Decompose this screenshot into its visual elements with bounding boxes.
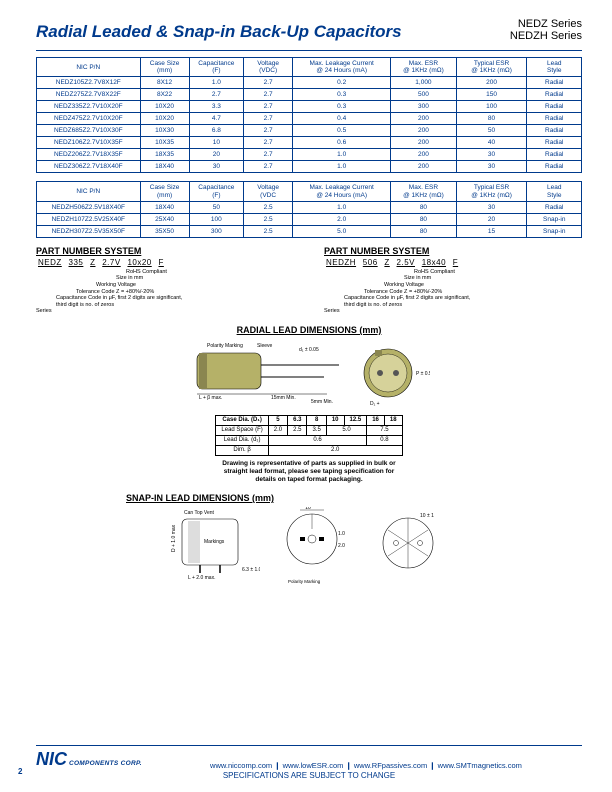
radial-dim-table: Case Dia. (D₁)56.381012.51618Lead Space …	[215, 415, 402, 456]
pns-notes-l: RoHS CompliantSize in mmWorking VoltageT…	[36, 269, 294, 315]
snap-side-drawing: Can Top Vent Markings D + 1.0 max L + 2.…	[170, 507, 260, 587]
page-number: 2	[18, 767, 22, 776]
snap-drawings: Can Top Vent Markings D + 1.0 max L + 2.…	[36, 507, 582, 587]
snap-top-drawing: 10 ± 1	[376, 507, 448, 587]
radial-side-drawing: Polarity Marking Sleeve d₁ ± 0.05 L + β …	[189, 339, 344, 411]
pns-left: PART NUMBER SYSTEM NEDZ 335 Z 2.7V 10x20…	[36, 246, 294, 315]
svg-text:D₁ +: D₁ +	[370, 401, 380, 407]
spec-table-1: NIC P/NCase Size(mm)Capacitance(F)Voltag…	[36, 57, 582, 173]
footer-sites: www.niccomp.com ❙ www.lowESR.com ❙ www.R…	[150, 761, 582, 770]
radial-end-drawing: P ± 0.5 D₁ +	[358, 339, 430, 411]
radial-title: RADIAL LEAD DIMENSIONS (mm)	[36, 325, 582, 335]
radial-note: Drawing is representative of parts as su…	[36, 460, 582, 483]
svg-text:D + 1.0 max: D + 1.0 max	[171, 525, 177, 553]
radial-drawings: Polarity Marking Sleeve d₁ ± 0.05 L + β …	[36, 339, 582, 411]
svg-text:Markings: Markings	[204, 539, 225, 545]
svg-text:2.0: 2.0	[338, 543, 345, 549]
pns-line-l: NEDZ 335 Z 2.7V 10x20 F	[36, 258, 294, 267]
logo: NIC	[36, 749, 67, 769]
svg-text:L + 2.0 max.: L + 2.0 max.	[188, 575, 215, 581]
pns-title-l: PART NUMBER SYSTEM	[36, 246, 294, 256]
svg-text:10 ± 1: 10 ± 1	[420, 513, 434, 519]
part-number-system: PART NUMBER SYSTEM NEDZ 335 Z 2.7V 10x20…	[36, 246, 582, 315]
pns-title-r: PART NUMBER SYSTEM	[324, 246, 582, 256]
svg-text:1.0: 1.0	[338, 531, 345, 537]
header-rule	[36, 50, 582, 51]
snap-bottom-drawing: 10 1.0 2.0 Polarity Marking	[274, 507, 362, 587]
spec-table-2: NIC P/NCase Size(mm)Capacitance(F)Voltag…	[36, 181, 582, 237]
pns-line-r: NEDZH 506 Z 2.5V 18x40 F	[324, 258, 582, 267]
logo-sub: COMPONENTS CORP.	[69, 760, 142, 767]
footer: NIC COMPONENTS CORP. www.niccomp.com ❙ w…	[36, 745, 582, 780]
series-block: NEDZ Series NEDZH Series	[510, 18, 582, 42]
svg-text:Sleeve: Sleeve	[257, 343, 273, 349]
svg-text:d₁ ± 0.05: d₁ ± 0.05	[299, 347, 319, 353]
svg-text:10: 10	[305, 507, 311, 511]
footer-spec-note: SPECIFICATIONS ARE SUBJECT TO CHANGE	[36, 771, 582, 780]
series-1: NEDZ Series	[510, 18, 582, 30]
svg-text:P ± 0.5: P ± 0.5	[416, 371, 430, 377]
series-2: NEDZH Series	[510, 30, 582, 42]
svg-text:Polarity Marking: Polarity Marking	[288, 579, 321, 584]
pns-notes-r: RoHS CompliantSize in mmWorking VoltageT…	[324, 269, 582, 315]
logo-block: NIC COMPONENTS CORP.	[36, 749, 142, 770]
page-title: Radial Leaded & Snap-in Back-Up Capacito…	[36, 22, 402, 42]
svg-text:Can Top Vent: Can Top Vent	[184, 510, 215, 516]
snap-title: SNAP-IN LEAD DIMENSIONS (mm)	[126, 493, 582, 503]
svg-text:15mm Min.: 15mm Min.	[271, 395, 296, 401]
svg-text:6.3 ± 1.0: 6.3 ± 1.0	[242, 567, 260, 573]
pns-right: PART NUMBER SYSTEM NEDZH 506 Z 2.5V 18x4…	[324, 246, 582, 315]
svg-text:5mm Min.: 5mm Min.	[311, 399, 333, 405]
header: Radial Leaded & Snap-in Back-Up Capacito…	[36, 18, 582, 42]
svg-text:L + β max.: L + β max.	[199, 395, 222, 401]
svg-text:Polarity Marking: Polarity Marking	[207, 343, 243, 349]
